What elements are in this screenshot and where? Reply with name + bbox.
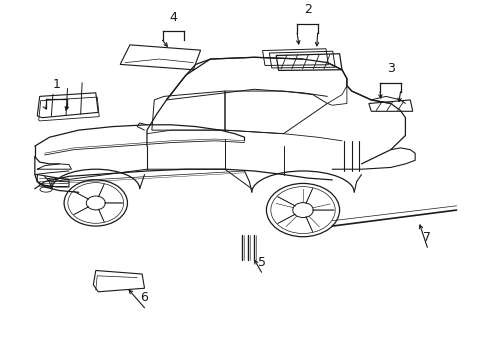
Text: 4: 4 [169,10,177,23]
Text: 3: 3 [386,62,394,75]
Text: 7: 7 [423,231,430,244]
Text: 2: 2 [304,4,311,17]
Text: 6: 6 [141,291,148,304]
Text: 5: 5 [257,256,265,269]
Text: 1: 1 [53,78,61,91]
